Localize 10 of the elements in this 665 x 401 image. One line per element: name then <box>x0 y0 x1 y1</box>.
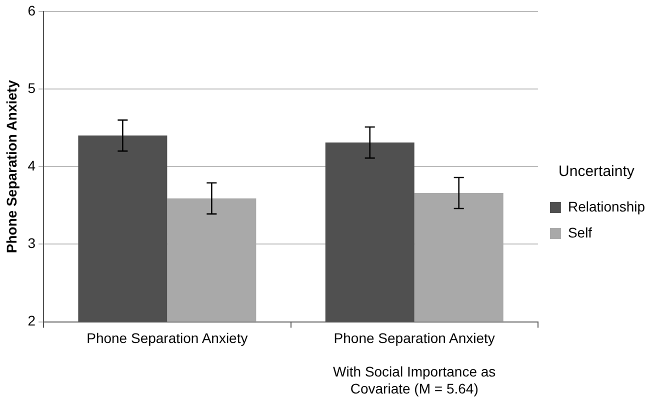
y-tick-label: 4 <box>28 157 36 174</box>
y-tick-label: 5 <box>28 80 36 96</box>
y-tick-label: 3 <box>28 235 36 252</box>
y-tick-label: 2 <box>28 312 36 329</box>
legend-label: Self <box>568 224 592 240</box>
legend-label: Relationship <box>568 198 646 214</box>
legend-title: Uncertainty <box>558 163 635 180</box>
category-label: Phone Separation Anxiety With Social Importance as Covariate (M = 5.64) <box>333 330 496 396</box>
y-tick-label: 6 <box>28 2 36 18</box>
y-axis-title: Phone Separation Anxiety <box>3 80 20 254</box>
